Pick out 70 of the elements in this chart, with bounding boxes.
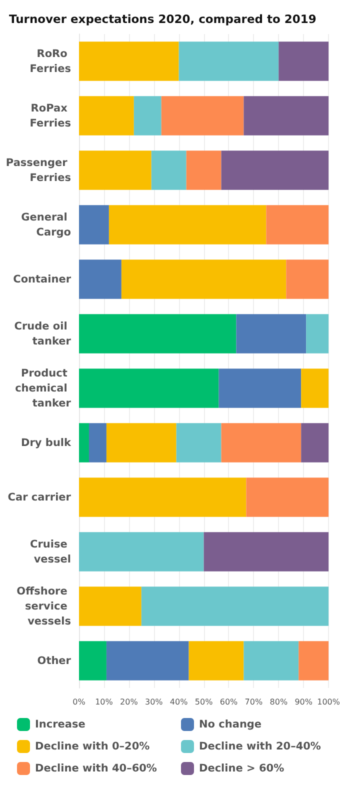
bar	[79, 478, 246, 517]
bar	[79, 314, 236, 354]
bar	[278, 42, 329, 81]
legend-label: Decline with 0–20%	[35, 740, 150, 752]
bar	[79, 150, 152, 190]
bar	[79, 586, 142, 626]
x-tick-label: 40%	[170, 698, 188, 706]
y-tick-label: General Cargo	[21, 211, 71, 238]
bar	[176, 423, 222, 462]
legend-label: Decline with 20–40%	[199, 740, 322, 752]
bar	[286, 260, 329, 299]
x-tick-label: 80%	[270, 698, 288, 706]
x-tick-label: 0%	[72, 698, 86, 706]
bar	[79, 641, 106, 680]
bar	[244, 641, 299, 680]
bar	[79, 423, 89, 462]
bar	[188, 641, 244, 680]
bar	[108, 205, 266, 244]
legend-label: Increase	[35, 718, 86, 730]
y-tick-label: Offshore service vessels	[16, 585, 71, 628]
bar	[221, 423, 302, 462]
y-tick-label: Cruise vessel	[30, 538, 71, 566]
bar	[79, 205, 109, 244]
x-tick-label: 50%	[194, 698, 214, 706]
bar	[106, 641, 189, 680]
bar	[178, 42, 279, 81]
x-tick-label: 70%	[244, 698, 263, 706]
bar	[186, 150, 222, 190]
bar	[79, 368, 219, 408]
y-tick-label: Dry bulk	[21, 436, 72, 449]
bar	[246, 478, 329, 517]
y-tick-label: Passenger Ferries	[6, 156, 71, 184]
legend-label: Decline with 40–60%	[35, 762, 158, 774]
bar	[151, 150, 186, 190]
bar	[236, 314, 306, 354]
bar	[301, 423, 329, 462]
legend-label: No change	[199, 718, 262, 730]
y-tick-label: Other	[37, 654, 72, 667]
bar	[121, 260, 286, 299]
bar	[221, 150, 329, 190]
bar	[301, 368, 329, 408]
bar	[88, 423, 106, 462]
bar	[79, 96, 134, 136]
legend-label: Decline > 60%	[199, 762, 285, 774]
bar	[79, 260, 122, 299]
y-tick-label: Car carrier	[8, 491, 72, 504]
bar	[106, 423, 176, 462]
bar	[306, 314, 329, 354]
x-tick-label: 100%	[317, 698, 340, 706]
y-tick-label: Product chemical tanker	[15, 367, 72, 410]
bar	[244, 96, 329, 136]
y-tick-label: Container	[13, 273, 72, 286]
y-tick-label: RoRo Ferries	[30, 48, 71, 75]
x-tick-label: 20%	[120, 698, 138, 706]
chart-title: Turnover expectations 2020, compared to 2019	[9, 12, 316, 26]
bar	[266, 205, 329, 244]
x-tick-label: 60%	[220, 698, 238, 706]
bar	[298, 641, 329, 680]
bar	[141, 586, 329, 626]
bar	[79, 532, 204, 572]
bar	[161, 96, 244, 136]
x-tick-label: 30%	[144, 698, 164, 706]
y-tick-label: Crude oil tanker	[14, 320, 72, 348]
x-tick-label: 10%	[95, 698, 114, 706]
x-tick-label: 90%	[294, 698, 313, 706]
bar	[218, 368, 302, 408]
y-tick-label: RoPax Ferries	[30, 102, 71, 130]
bar	[79, 42, 179, 81]
bar	[204, 532, 329, 572]
bar	[134, 96, 162, 136]
